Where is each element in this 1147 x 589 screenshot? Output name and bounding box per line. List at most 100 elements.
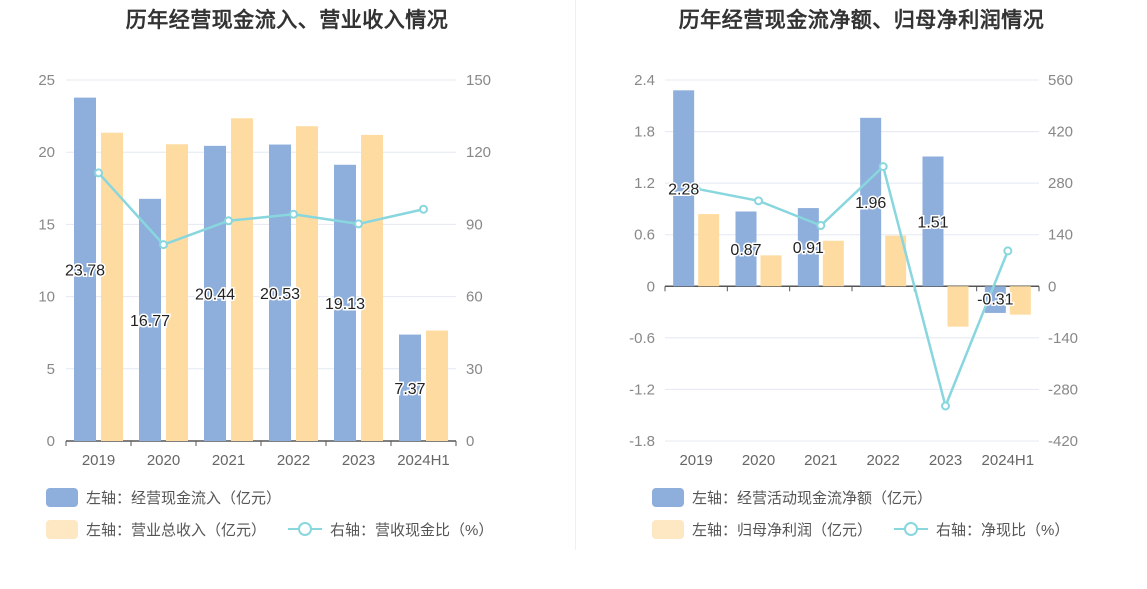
chart-legend: 左轴：经营活动现金流净额（亿元） 左轴：归母净利润（亿元） 右轴：净现比（%） [652,487,1091,539]
x-tick-label: 2024H1 [397,452,450,469]
legend-label: 右轴：营收现金比（%） [330,521,494,539]
x-tick-label: 2020 [742,452,775,469]
legend-label: 左轴：经营现金流入（亿元） [86,489,282,507]
y-tick-label-right: -420 [1048,433,1078,450]
chart-title: 历年经营现金流净额、归母净利润情况 [678,9,1045,32]
legend-label: 左轴：经营活动现金流净额（亿元） [692,489,933,507]
y-tick-label-left: 2.4 [634,72,655,89]
chart-panel-net-cash-profit: 历年经营现金流净额、归母净利润情况 -1.8 -1.2 -0.6 0 0.6 1.2 1.8… [576,0,1147,589]
y-tick-label-right: 150 [466,72,491,89]
bar-value-label: 7.37 [394,381,425,398]
bar-value-label: 0.87 [730,242,761,259]
line-point [691,184,701,194]
bar-secondary [426,330,448,441]
bar-primary [269,144,291,441]
line-point [289,209,298,219]
bar-value-label: 20.44 [195,286,235,303]
bar-primary [399,334,421,441]
line-point [878,162,888,172]
line-series [97,172,424,247]
legend-item-bar-secondary[interactable]: 左轴：营业总收入（亿元） [46,519,266,540]
x-tick-label: 2021 [804,452,837,469]
y-tick-label-right: 0 [1048,278,1056,295]
chart-legend: 左轴：经营现金流入（亿元） 左轴：营业总收入（亿元） 右轴：营收现金比（%） [46,487,515,539]
x-tick-label: 2023 [929,452,962,469]
bar-secondary [1009,286,1031,315]
y-tick-label-right: 120 [466,144,491,161]
y-tick-label-left: 25 [38,72,55,89]
chart-title: 历年经营现金流入、营业收入情况 [125,9,449,32]
bar-primary [860,117,882,287]
y-tick-label-left: 10 [38,289,55,306]
y-tick-label-right: 90 [466,216,483,233]
y-tick-label-left: -1.2 [629,381,655,398]
y-tick-label-left: 5 [47,361,55,378]
x-tick-label: 2024H1 [982,452,1035,469]
bar-secondary [885,235,907,287]
legend-row: 左轴：经营现金流入（亿元） [46,487,515,507]
bar-value-label: 2.28 [668,181,699,198]
bar-secondary [166,144,188,441]
x-tick-label: 2022 [866,452,899,469]
x-tick-label: 2023 [342,452,375,469]
line-point [159,240,168,250]
bar-primary [334,164,356,441]
y-tick-label-right: 560 [1048,72,1073,89]
bar-secondary [947,286,969,327]
bar-primary [797,208,819,287]
y-tick-label-right: 280 [1048,175,1073,192]
bar-value-label: 16.77 [130,313,170,330]
legend-label: 左轴：营业总收入（亿元） [86,521,267,539]
y-tick-label-right: 30 [466,361,483,378]
bar-primary [204,145,226,441]
y-tick-label-left: 1.8 [634,124,655,141]
line-marker-icon [288,522,323,536]
bar-value-label: 0.91 [793,240,824,257]
bar-primary [673,90,695,287]
bar-swatch-icon [652,519,684,539]
legend-item-bar-primary[interactable]: 左轴：经营现金流入（亿元） [46,487,281,508]
line-marker-icon [894,522,929,536]
y-tick-label-right: 420 [1048,124,1073,141]
panel-divider [575,0,576,550]
bar-secondary [101,132,123,441]
y-tick-label-right: 140 [1048,227,1073,244]
legend-row: 左轴：经营活动现金流净额（亿元） [652,487,1091,507]
bar-secondary [296,126,318,441]
legend-item-line[interactable]: 右轴：净现比（%） [894,519,1069,540]
line-point [94,168,103,178]
chart-plot-area: -1.8 -1.2 -0.6 0 0.6 1.2 1.8 2.4 -420 -280 -140 0 14… [629,72,1078,469]
y-tick-label-right: -140 [1048,330,1078,347]
bar-value-label: 23.78 [65,262,105,279]
line-point [941,401,950,411]
bar-secondary [822,240,844,287]
bar-value-label: 20.53 [260,286,300,303]
legend-row: 左轴：归母净利润（亿元） 右轴：净现比（%） [652,519,1091,539]
legend-item-bar-primary[interactable]: 左轴：经营活动现金流净额（亿元） [652,487,932,508]
legend-row: 左轴：营业总收入（亿元） 右轴：营收现金比（%） [46,519,515,539]
bar-value-label: 1.51 [917,214,948,231]
line-series [695,164,1009,410]
legend-label: 右轴：净现比（%） [936,521,1070,539]
bar-primary [74,97,96,442]
y-tick-label-left: 0 [47,433,55,450]
line-point [816,221,826,231]
line-point [419,204,428,214]
bar-swatch-icon [652,487,684,507]
legend-item-bar-secondary[interactable]: 左轴：归母净利润（亿元） [652,519,872,540]
bar-primary [922,156,944,287]
line-point [754,196,763,206]
bar-secondary [698,214,720,287]
x-tick-label: 2020 [147,452,180,469]
bar-secondary [231,118,253,442]
bar-secondary [760,255,782,287]
y-tick-label-left: 0.6 [634,227,655,244]
y-tick-label-left: -0.6 [629,330,655,347]
x-tick-label: 2019 [82,452,115,469]
x-tick-label: 2021 [212,452,245,469]
y-tick-label-left: 20 [38,144,55,161]
legend-item-line[interactable]: 右轴：营收现金比（%） [288,519,493,540]
bar-primary [735,211,757,287]
line-point [1003,246,1013,256]
y-tick-label-right: 60 [466,289,483,306]
